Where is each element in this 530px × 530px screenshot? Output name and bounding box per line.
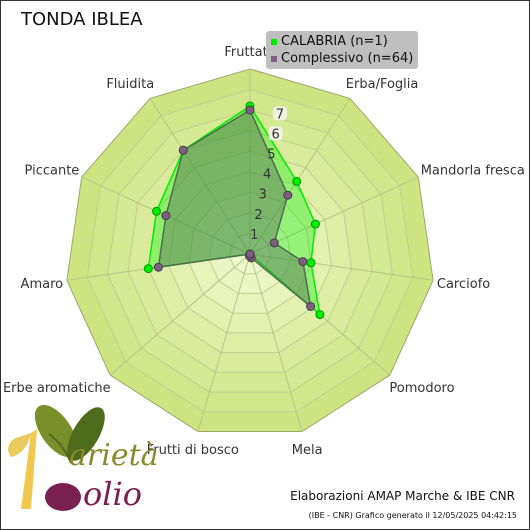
radar-point (283, 190, 293, 200)
radar-point (152, 206, 161, 216)
tick-label-bg (272, 106, 287, 121)
tick-label: 1 (250, 228, 258, 243)
radar-point (153, 262, 163, 272)
logo-text-varieta: arietà (69, 438, 159, 473)
tick-label: 4 (263, 168, 271, 183)
tick-label-bg (268, 126, 283, 141)
radar-spoke (197, 253, 251, 432)
legend-label-calabria: CALABRIA (n=1) (281, 34, 388, 49)
chart-title: TONDA IBLEA (21, 9, 143, 30)
radar-point (306, 302, 316, 311)
axis-label: Fruttato (224, 45, 275, 60)
radar-spoke (149, 98, 251, 255)
radar-spoke (249, 98, 351, 255)
legend-swatch-complessivo (271, 55, 277, 62)
tick-label: 3 (259, 188, 267, 203)
tick-label: 7 (276, 107, 284, 122)
radar-series-area (147, 104, 321, 317)
tick-label: 2 (254, 208, 262, 223)
axis-label: Mandorla fresca (421, 164, 525, 179)
tick-label: 6 (271, 127, 279, 142)
legend-label-complessivo: Complessivo (n=64) (281, 51, 414, 66)
axis-label: Erbe aromatiche (3, 381, 111, 396)
logo-text-olio: olio (83, 475, 142, 513)
radar-spoke (249, 253, 434, 281)
radar-spoke (249, 253, 303, 432)
legend-item-complessivo: Complessivo (n=64) (271, 51, 413, 66)
radar-tick-labels: 1 2 3 4 5 6 7 (250, 106, 287, 243)
axis-label: Erba/Foglia (346, 77, 419, 92)
footer-generated: (IBE - CNR) Grafico generato il 12/05/20… (308, 511, 517, 520)
radar-point (161, 211, 171, 221)
radar-series (143, 101, 325, 320)
legend: CALABRIA (n=1) Complessivo (n=64) (266, 31, 418, 69)
radar-axis-labels: Fruttato Erba/Foglia Mandorla fresca Carcio… (3, 45, 525, 458)
axis-label: Pomodoro (389, 381, 454, 396)
axis-label: Carciofo (437, 277, 490, 292)
radar-point (298, 257, 308, 267)
radar-point (306, 258, 316, 268)
radar-point (245, 105, 255, 115)
axis-label: Piccante (25, 164, 80, 179)
radar-point (143, 264, 153, 274)
radar-point (178, 145, 188, 155)
radar-point (269, 238, 279, 248)
radar-point (245, 249, 255, 259)
tick-label: 5 (267, 148, 275, 163)
legend-swatch-calabria (271, 38, 277, 45)
radar-spoke (109, 253, 251, 376)
radar-point (315, 310, 325, 320)
axis-label: Amaro (21, 277, 64, 292)
radar-point (292, 176, 302, 186)
footer-credits: Elaborazioni AMAP Marche & IBE CNR (290, 489, 515, 503)
axis-label: Fluidita (106, 77, 154, 92)
axis-label: Frutti di bosco (147, 443, 239, 458)
radar-point (310, 219, 320, 229)
varieta-olio-logo: arietà olio (8, 404, 159, 513)
axis-label: Mela (292, 443, 323, 458)
legend-item-calabria: CALABRIA (n=1) (271, 34, 388, 49)
